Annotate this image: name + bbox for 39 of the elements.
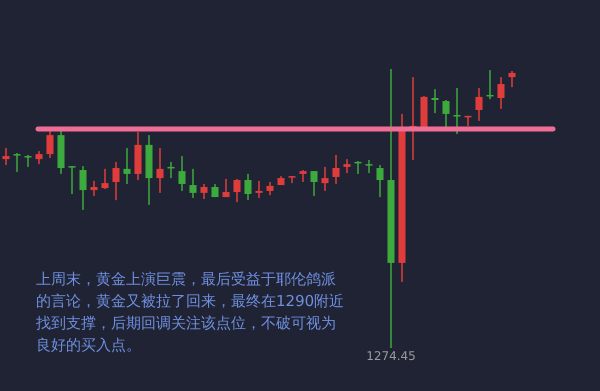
candlestick (332, 154, 340, 185)
candlestick (486, 69, 494, 100)
candlestick (244, 173, 252, 201)
candlestick (255, 180, 263, 199)
candlestick (90, 180, 98, 197)
candlestick (156, 147, 164, 194)
candlestick (222, 178, 230, 198)
candlestick (310, 170, 318, 197)
candlestick (79, 165, 87, 211)
candlestick (101, 168, 109, 190)
candlestick (211, 183, 219, 198)
candlestick (68, 165, 76, 195)
candlestick (35, 150, 43, 165)
candlestick (266, 181, 274, 196)
candlestick (2, 147, 10, 166)
candlestick (508, 70, 516, 88)
candlestick (431, 88, 439, 114)
candlestick (112, 161, 120, 201)
annotation: 上周末，黄金上演巨震，最后受益于耶伦鸽派的言论，黄金又被拉了回来，最终在1290附近找到支撑，后期回调关注该点位，不破可视为良好的买入点。 (35, 270, 344, 354)
candlestick (321, 166, 329, 192)
candlestick (46, 129, 54, 159)
candlestick (376, 164, 384, 198)
candlestick (453, 87, 461, 135)
candlestick (343, 158, 351, 174)
candlestick (233, 178, 241, 203)
candlestick (167, 161, 175, 179)
candlestick (189, 168, 197, 199)
candlestick (354, 160, 362, 175)
text: 1274.45 (366, 349, 416, 363)
candlestick (24, 154, 32, 168)
candlestick (365, 159, 373, 174)
candlestick (442, 99, 450, 129)
candlestick (178, 155, 186, 192)
candlestick (497, 76, 505, 110)
candlestick (200, 183, 208, 200)
candlestick (299, 169, 307, 183)
candlestick (475, 87, 483, 122)
candlestick (123, 147, 131, 185)
candlestick (13, 152, 21, 173)
